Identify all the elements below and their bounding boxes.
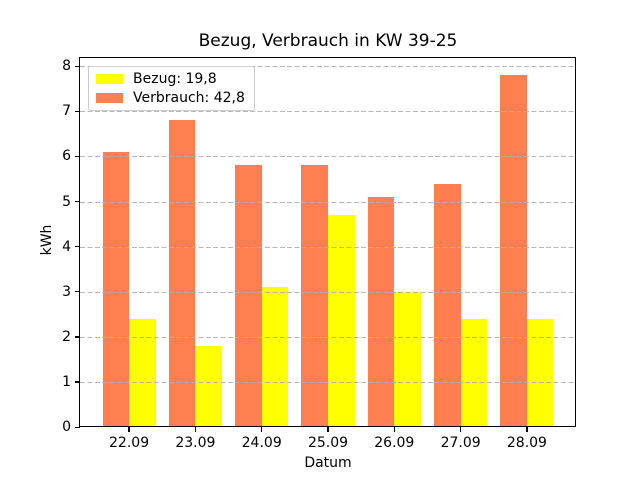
y-tick-label-2: 2 [62,328,71,345]
bar-verbrauch-28.09 [500,75,527,428]
bar-verbrauch-23.09 [168,120,196,428]
legend-swatch-verbrauch-icon [96,93,123,103]
bar-bezug-22.09 [129,318,156,428]
bar-verbrauch-22.09 [102,151,130,428]
bar-bezug-23.09 [195,345,222,428]
y-tick-3 [75,291,80,293]
y-tick-label-5: 5 [62,193,71,210]
x-tick-label-24.09: 24.09 [241,434,282,451]
y-tick-2 [75,336,80,338]
legend-label-verbrauch: Verbrauch: 42,8 [133,90,245,106]
bar-verbrauch-27.09 [434,183,461,428]
legend-swatch-bezug-icon [96,74,123,84]
x-tick-28.09 [526,427,528,433]
y-tick-7 [75,110,80,112]
y-tick-4 [75,246,80,248]
y-tick-8 [75,65,80,67]
gridline-y-6 [80,156,576,158]
x-tick-23.09 [194,427,196,433]
legend: Bezug: 19,8 Verbrauch: 42,8 [88,66,255,111]
x-axis-label: Datum [304,455,352,471]
bar-bezug-27.09 [460,318,488,428]
y-tick-1 [75,381,80,383]
x-tick-22.09 [128,427,130,433]
bar-verbrauch-24.09 [235,165,262,428]
gridline-y-1 [80,382,576,384]
y-tick-0 [75,426,80,428]
gridline-y-7 [80,111,576,113]
bar-verbrauch-25.09 [301,165,328,428]
x-tick-25.09 [327,427,329,433]
gridline-y-5 [80,201,576,203]
bar-bezug-26.09 [394,291,421,428]
bar-bezug-25.09 [328,215,355,428]
legend-label-bezug: Bezug: 19,8 [133,71,217,87]
x-tick-label-26.09: 26.09 [374,434,415,451]
plot-area [80,58,576,428]
x-tick-26.09 [393,427,395,433]
x-tick-24.09 [261,427,263,433]
x-tick-label-25.09: 25.09 [307,434,349,451]
x-tick-label-22.09: 22.09 [109,434,150,451]
y-tick-6 [75,155,80,158]
gridline-y-3 [80,291,576,293]
x-tick-27.09 [460,427,462,433]
legend-entry-bezug: Bezug: 19,8 [96,72,245,86]
x-tick-label-23.09: 23.09 [175,434,216,451]
bar-bezug-24.09 [261,287,289,428]
y-tick-5 [75,200,80,203]
legend-entry-verbrauch: Verbrauch: 42,8 [96,91,245,105]
y-tick-label-0: 0 [62,419,71,436]
gridline-y-8 [80,66,576,68]
y-tick-label-3: 3 [62,283,71,300]
y-tick-label-7: 7 [62,103,71,120]
x-tick-label-28.09: 28.09 [506,434,547,451]
chart-title: Bezug, Verbrauch in KW 39-25 [198,31,458,51]
gridline-y-4 [80,246,576,248]
y-tick-label-8: 8 [62,58,71,75]
gridline-y-2 [80,336,576,338]
bar-verbrauch-26.09 [367,197,395,428]
y-tick-label-6: 6 [62,148,71,165]
y-tick-label-4: 4 [62,238,71,255]
x-tick-label-27.09: 27.09 [440,434,481,451]
y-tick-label-1: 1 [62,374,71,391]
bar-bezug-28.09 [526,318,554,428]
